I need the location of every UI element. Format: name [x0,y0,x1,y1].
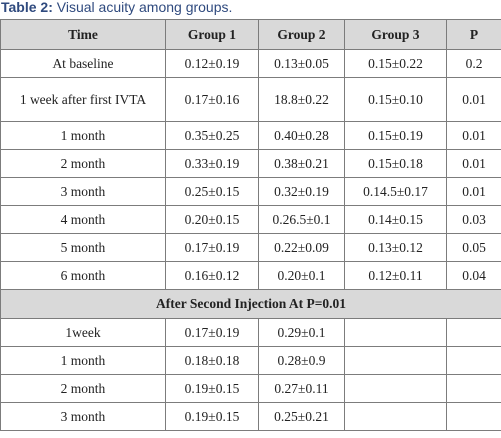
table-row: 3 month 0.19±0.15 0.25±0.21 [0,402,501,431]
table-header-row: Time Group 1 Group 2 Group 3 P [0,19,501,50]
table-caption-label: Table 2: [1,0,53,15]
cell-group-1: 0.35±0.25 [165,121,259,150]
cell-group-2: 0.25±0.21 [258,402,345,431]
cell-group-3: 0.15±0.22 [344,49,447,78]
cell-p: 0.03 [446,205,501,234]
table-row: 1 month 0.18±0.18 0.28±0.9 [0,346,501,375]
cell-group-2: 0.38±0.21 [258,149,345,178]
cell-p: 0.01 [446,121,501,150]
cell-group-2: 0.32±0.19 [258,177,345,206]
cell-group-3: 0.14±0.15 [344,205,447,234]
cell-group-3 [344,318,447,347]
cell-p: 0.2 [446,49,501,78]
cell-group-2: 0.28±0.9 [258,346,345,375]
cell-time: 3 month [0,402,166,431]
cell-group-3: 0.15±0.18 [344,149,447,178]
cell-group-2: 0.20±0.1 [258,261,345,290]
cell-group-2: 0.26.5±0.1 [258,205,345,234]
cell-time: 6 month [0,261,166,290]
cell-group-3 [344,346,447,375]
cell-group-1: 0.12±0.19 [165,49,259,78]
cell-group-1: 0.19±0.15 [165,374,259,403]
cell-time: 1 month [0,121,166,150]
section-title: After Second Injection At P=0.01 [0,289,501,319]
table-row: At baseline 0.12±0.19 0.13±0.05 0.15±0.2… [0,49,501,78]
column-header-group-1: Group 1 [165,19,259,50]
cell-p [446,374,501,403]
table-row: 1 week after first IVTA 0.17±0.16 18.8±0… [0,77,501,122]
cell-time: At baseline [0,49,166,78]
cell-group-3 [344,402,447,431]
cell-group-2: 0.27±0.11 [258,374,345,403]
cell-group-1: 0.19±0.15 [165,402,259,431]
table-row: 1week 0.17±0.19 0.29±0.1 [0,318,501,347]
cell-p: 0.01 [446,149,501,178]
cell-group-1: 0.16±0.12 [165,261,259,290]
table-row: 1 month 0.35±0.25 0.40±0.28 0.15±0.19 0.… [0,121,501,150]
cell-time: 3 month [0,177,166,206]
cell-group-3: 0.14.5±0.17 [344,177,447,206]
cell-p [446,402,501,431]
cell-time: 1 week after first IVTA [0,77,166,122]
table-caption: Table 2: Visual acuity among groups. [1,0,232,18]
cell-group-1: 0.17±0.19 [165,318,259,347]
table-row: 6 month 0.16±0.12 0.20±0.1 0.12±0.11 0.0… [0,261,501,290]
cell-time: 5 month [0,233,166,262]
cell-p: 0.01 [446,77,501,122]
table-row: 2 month 0.19±0.15 0.27±0.11 [0,374,501,403]
cell-group-2: 0.13±0.05 [258,49,345,78]
cell-group-3: 0.13±0.12 [344,233,447,262]
cell-group-3: 0.15±0.10 [344,77,447,122]
cell-p: 0.05 [446,233,501,262]
table-row: 4 month 0.20±0.15 0.26.5±0.1 0.14±0.15 0… [0,205,501,234]
cell-group-1: 0.20±0.15 [165,205,259,234]
visual-acuity-table: Time Group 1 Group 2 Group 3 P At baseli… [0,19,501,431]
column-header-group-3: Group 3 [344,19,447,50]
cell-group-1: 0.25±0.15 [165,177,259,206]
section-header-row: After Second Injection At P=0.01 [0,289,501,319]
table-caption-text: Visual acuity among groups. [52,0,233,15]
cell-time: 1week [0,318,166,347]
table-row: 3 month 0.25±0.15 0.32±0.19 0.14.5±0.17 … [0,177,501,206]
cell-group-2: 0.29±0.1 [258,318,345,347]
cell-p [446,346,501,375]
cell-group-3 [344,374,447,403]
cell-group-1: 0.17±0.19 [165,233,259,262]
cell-group-2: 0.22±0.09 [258,233,345,262]
cell-time: 1 month [0,346,166,375]
table-row: 2 month 0.33±0.19 0.38±0.21 0.15±0.18 0.… [0,149,501,178]
cell-time: 4 month [0,205,166,234]
cell-group-3: 0.15±0.19 [344,121,447,150]
cell-p: 0.01 [446,177,501,206]
cell-group-1: 0.33±0.19 [165,149,259,178]
cell-time: 2 month [0,149,166,178]
column-header-time: Time [0,19,166,50]
cell-group-1: 0.17±0.16 [165,77,259,122]
cell-group-1: 0.18±0.18 [165,346,259,375]
cell-group-2: 0.40±0.28 [258,121,345,150]
cell-p [446,318,501,347]
cell-time: 2 month [0,374,166,403]
cell-p: 0.04 [446,261,501,290]
cell-group-2: 18.8±0.22 [258,77,345,122]
column-header-p: P [446,19,501,50]
cell-group-3: 0.12±0.11 [344,261,447,290]
table-row: 5 month 0.17±0.19 0.22±0.09 0.13±0.12 0.… [0,233,501,262]
column-header-group-2: Group 2 [258,19,345,50]
